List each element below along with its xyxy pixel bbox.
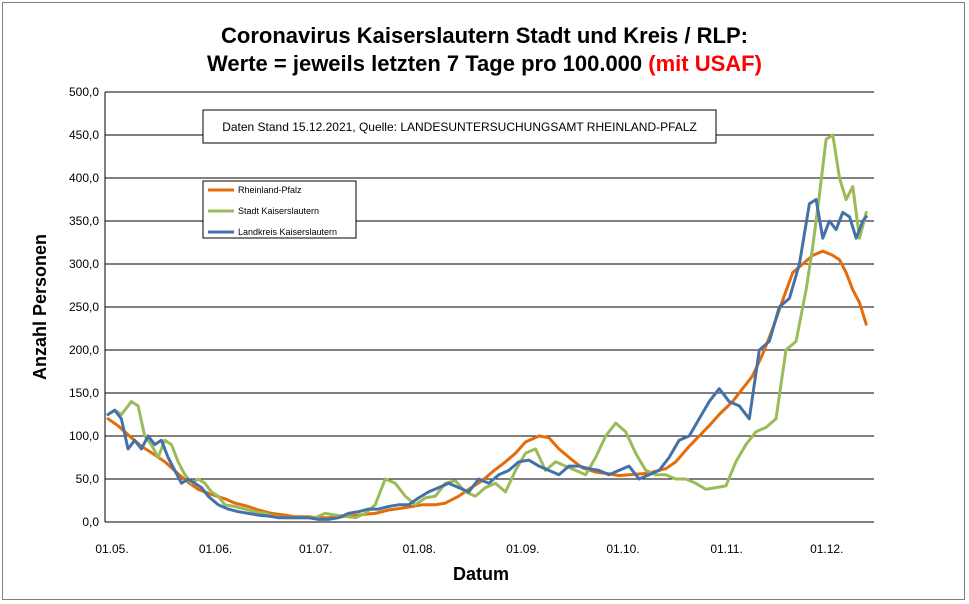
series-line-3 (106, 198, 868, 521)
x-tick-labels: 01.05. 01.06. 01.07. 01.08. 01.09. 01.10. 01.1… (95, 542, 843, 556)
gridlines (105, 91, 874, 480)
x-tick-label: 01.12. (810, 542, 843, 556)
y-tick-label: 100,0 (69, 429, 99, 443)
series-line-1 (106, 249, 868, 520)
y-tick-label: 50,0 (76, 472, 100, 486)
y-tick-label: 0,0 (82, 515, 99, 529)
x-tick-label: 01.07. (299, 542, 332, 556)
y-tick-label: 350,0 (69, 214, 99, 228)
x-tick-label: 01.11. (710, 542, 742, 556)
legend-label: Landkreis Kaiserslautern (238, 227, 337, 237)
y-tick-label: 200,0 (69, 343, 99, 357)
title-line-2-text: Werte = jeweils letzten 7 Tage pro 100.0… (207, 51, 643, 76)
title-line-2: Werte = jeweils letzten 7 Tage pro 100.0… (0, 50, 969, 78)
note-text: Daten Stand 15.12.2021, Quelle: LANDESUN… (222, 120, 697, 134)
x-axis-label: Datum (453, 564, 509, 584)
legend-label: Stadt Kaiserslautern (238, 206, 319, 216)
note-box: Daten Stand 15.12.2021, Quelle: LANDESUN… (202, 109, 717, 144)
x-tick-label: 01.05. (95, 542, 128, 556)
y-tick-label: 150,0 (69, 386, 99, 400)
y-tick-label: 250,0 (69, 300, 99, 314)
series-line-2 (106, 133, 868, 520)
y-tick-label: 300,0 (69, 257, 99, 271)
title-line-1: Coronavirus Kaiserslautern Stadt und Kre… (221, 23, 748, 48)
x-tick-label: 01.10. (606, 542, 639, 556)
y-tick-label: 400,0 (69, 171, 99, 185)
series-lines (106, 133, 868, 521)
title-highlight: (mit USAF) (648, 51, 762, 76)
legend-label: Rheinland-Pfalz (238, 185, 302, 195)
note-box-border (202, 109, 717, 144)
y-tick-labels: 0,0 50,0 100,0 150,0 200,0 250,0 300,0 350,0 400… (69, 85, 99, 529)
x-tick-label: 01.06. (199, 542, 232, 556)
chart-title: Coronavirus Kaiserslautern Stadt und Kre… (0, 22, 969, 78)
legend: Rheinland-Pfalz Stadt Kaiserslautern Landk… (202, 180, 357, 239)
y-tick-label: 450,0 (69, 128, 99, 142)
x-tick-label: 01.08. (403, 542, 436, 556)
y-axis-label: Anzahl Personen (30, 234, 50, 380)
y-tick-label: 500,0 (69, 85, 99, 99)
x-tick-label: 01.09. (506, 542, 539, 556)
